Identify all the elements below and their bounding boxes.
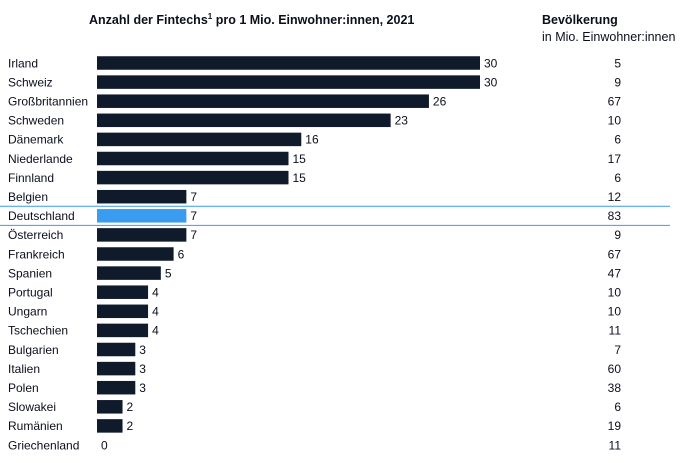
population-value: 11 xyxy=(609,324,622,338)
bar-value-label: 15 xyxy=(293,171,307,185)
category-label: Italien xyxy=(8,362,40,376)
population-value: 7 xyxy=(614,343,621,357)
population-header: Bevölkerung in Mio. Einwohner:innen xyxy=(542,12,675,46)
bar xyxy=(97,342,136,357)
population-value: 9 xyxy=(614,228,621,242)
category-label: Belgien xyxy=(8,190,48,204)
category-label: Österreich xyxy=(8,228,63,242)
category-label: Niederlande xyxy=(8,152,73,166)
category-label: Griechenland xyxy=(8,438,79,452)
bar-value-label: 30 xyxy=(484,75,498,89)
population-value: 60 xyxy=(608,362,622,376)
bar xyxy=(97,94,429,108)
population-value: 47 xyxy=(608,266,622,280)
bar xyxy=(97,132,302,147)
population-value: 83 xyxy=(608,209,622,223)
category-label: Bulgarien xyxy=(8,343,59,357)
bar xyxy=(97,56,480,70)
category-label: Spanien xyxy=(8,266,52,280)
population-header-title: Bevölkerung xyxy=(542,13,618,27)
bar xyxy=(97,75,480,89)
category-label: Dänemark xyxy=(8,133,64,147)
bar xyxy=(97,323,149,338)
population-value: 6 xyxy=(614,171,621,185)
bar-value-label: 7 xyxy=(190,190,197,204)
population-value: 67 xyxy=(608,247,622,261)
category-label: Schweden xyxy=(8,114,64,128)
population-value: 12 xyxy=(608,190,622,204)
category-label: Finnland xyxy=(8,171,54,185)
population-header-subtitle: in Mio. Einwohner:innen xyxy=(542,30,676,44)
bar-value-label: 2 xyxy=(127,400,134,414)
bar xyxy=(97,285,149,299)
bar xyxy=(97,266,161,280)
bar xyxy=(97,380,136,395)
chart-title: Anzahl der Fintechs1 pro 1 Mio. Einwohne… xyxy=(89,11,415,27)
bar xyxy=(97,419,123,433)
category-label: Slowakei xyxy=(8,400,56,414)
population-value: 6 xyxy=(614,400,621,414)
population-value: 6 xyxy=(614,133,621,147)
population-value: 10 xyxy=(608,114,622,128)
bar-value-label: 3 xyxy=(139,381,146,395)
population-value: 10 xyxy=(608,305,622,319)
bar-value-label: 5 xyxy=(165,266,172,280)
category-label: Frankreich xyxy=(8,247,65,261)
category-label: Rumänien xyxy=(8,419,63,433)
category-label: Deutschland xyxy=(8,209,75,223)
bar-value-label: 3 xyxy=(139,362,146,376)
population-value: 11 xyxy=(609,438,622,452)
population-value: 67 xyxy=(608,95,622,109)
bar-value-label: 4 xyxy=(152,286,159,300)
category-label: Ungarn xyxy=(8,305,47,319)
bar-value-label: 7 xyxy=(190,228,197,242)
category-label: Polen xyxy=(8,381,39,395)
bar xyxy=(97,209,187,223)
population-value: 19 xyxy=(608,419,622,433)
bar xyxy=(97,400,123,414)
category-label: Irland xyxy=(8,56,38,70)
bar xyxy=(97,361,136,376)
bar-value-label: 0 xyxy=(101,438,108,452)
bar-value-label: 15 xyxy=(293,152,307,166)
bar-value-label: 4 xyxy=(152,305,159,319)
bar-value-label: 3 xyxy=(139,343,146,357)
chart-title-main: Anzahl der Fintechs xyxy=(89,13,208,27)
bar-value-label: 16 xyxy=(305,133,319,147)
bar xyxy=(97,113,391,128)
bar-value-label: 23 xyxy=(395,114,409,128)
population-value: 9 xyxy=(614,75,621,89)
category-label: Portugal xyxy=(8,286,53,300)
bar-value-label: 2 xyxy=(127,419,134,433)
category-label: Großbritannien xyxy=(8,95,88,109)
population-value: 38 xyxy=(608,381,622,395)
bar xyxy=(97,170,289,185)
bar xyxy=(97,228,187,242)
bar-value-label: 26 xyxy=(433,95,447,109)
bar xyxy=(97,151,289,166)
bar xyxy=(97,189,187,204)
population-value: 10 xyxy=(608,286,622,300)
bar xyxy=(97,304,149,319)
category-label: Tschechien xyxy=(8,324,68,338)
bar-value-label: 4 xyxy=(152,324,159,338)
category-label: Schweiz xyxy=(8,75,53,89)
bar-value-label: 30 xyxy=(484,56,498,70)
chart-title-rest: pro 1 Mio. Einwohner:innen, 2021 xyxy=(212,13,415,27)
population-value: 17 xyxy=(608,152,622,166)
bar-value-label: 6 xyxy=(178,247,185,261)
population-value: 5 xyxy=(614,56,621,70)
chart-title-footnote-marker: 1 xyxy=(207,11,213,21)
bar xyxy=(97,247,174,261)
bar-value-label: 7 xyxy=(190,209,197,223)
